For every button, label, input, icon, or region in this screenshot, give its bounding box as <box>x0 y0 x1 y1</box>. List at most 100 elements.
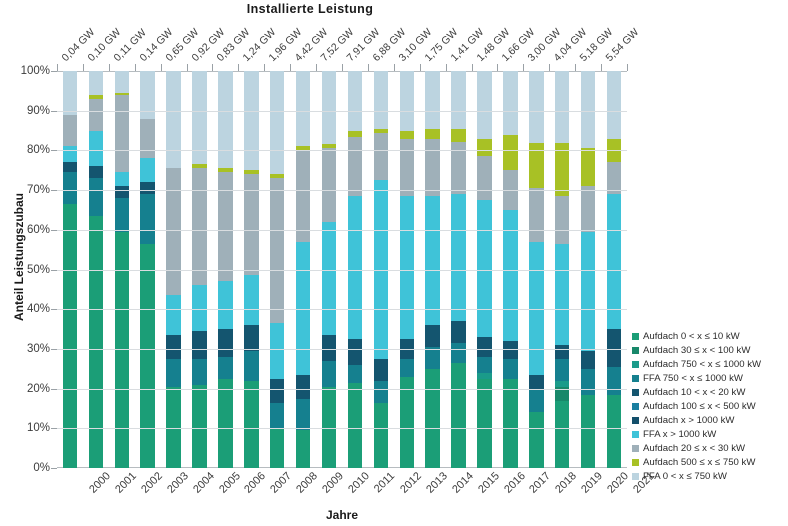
top-axis-tick <box>342 64 343 71</box>
bar-column[interactable] <box>425 71 440 468</box>
bar-segment <box>140 71 155 119</box>
top-axis-tick <box>316 64 318 71</box>
bar-segment <box>451 362 466 468</box>
bar-column[interactable] <box>606 71 622 468</box>
legend-item[interactable]: Aufdach 10 < x < 20 kW <box>632 386 784 399</box>
y-axis-tick-labels: 0% 10% 20% 30% 40% 50% 60% 70% 80% 90% 100% <box>0 65 50 474</box>
bar-column[interactable] <box>192 71 207 468</box>
bar-segment <box>580 186 596 232</box>
x-axis-tick-label: 2017 <box>527 470 554 496</box>
legend-item-label: FFA 0 < x ≤ 750 kW <box>643 471 727 482</box>
bar-segment <box>580 148 596 187</box>
bar-segment <box>606 194 622 330</box>
legend-swatch-icon <box>632 361 639 368</box>
chart-title: Installierte Leistung <box>246 2 374 16</box>
legend-item[interactable]: Aufdach x > 1000 kW <box>632 414 784 427</box>
legend-item[interactable]: FFA 0 < x ≤ 750 kW <box>632 470 784 483</box>
bar-segment <box>62 172 78 204</box>
bar-segment <box>373 128 389 133</box>
top-axis-tick <box>497 64 499 71</box>
bar-column[interactable] <box>529 71 544 468</box>
top-axis-tick <box>186 64 188 71</box>
bar-segment <box>451 142 466 195</box>
x-axis-tick-label: 2008 <box>294 470 321 496</box>
top-axis-tick <box>627 64 628 71</box>
bar-segment <box>529 188 544 242</box>
bar-segment <box>347 382 363 468</box>
bar-segment <box>606 366 622 395</box>
bar-column[interactable] <box>140 71 155 468</box>
bar-segment <box>347 196 363 339</box>
bar-column[interactable] <box>321 71 337 468</box>
x-axis-title: Jahre <box>325 508 359 522</box>
bar-segment <box>192 384 207 468</box>
bar-segment <box>554 142 570 197</box>
bar-segment <box>425 128 440 139</box>
bar-column[interactable] <box>244 71 259 468</box>
plot-area <box>51 71 627 469</box>
bar-segment <box>425 368 440 468</box>
bar-segment <box>218 168 233 173</box>
bar-column[interactable] <box>166 71 181 468</box>
bar-segment <box>321 386 337 468</box>
bar-segment <box>580 394 596 468</box>
top-axis-tick <box>134 64 136 71</box>
legend-item[interactable]: Aufdach 0 < x ≤ 10 kW <box>632 330 784 343</box>
legend-item-label: Aufdach 100 ≤ x < 500 kW <box>643 401 756 412</box>
y-axis-tick-label: 20% <box>26 382 50 395</box>
legend-item[interactable]: FFA x > 1000 kW <box>632 428 784 441</box>
bar-segment <box>451 194 466 322</box>
bar-column[interactable] <box>503 71 518 468</box>
legend-item[interactable]: Aufdach 100 ≤ x < 500 kW <box>632 400 784 413</box>
legend-swatch-icon <box>632 459 639 466</box>
bar-column[interactable] <box>295 71 311 468</box>
x-axis-tick-label: 2011 <box>371 470 398 496</box>
bar-column[interactable] <box>88 71 104 468</box>
bar-segment <box>503 378 518 468</box>
bar-segment <box>580 231 596 351</box>
bar-segment <box>114 198 130 232</box>
bar-segment <box>295 150 311 242</box>
bar-column[interactable] <box>477 71 492 468</box>
top-axis-tick <box>549 64 551 71</box>
bar-column[interactable] <box>399 71 415 468</box>
legend-item[interactable]: Aufdach 750 < x ≤ 1000 kW <box>632 358 784 371</box>
legend-item[interactable]: FFA 750 < x ≤ 1000 kW <box>632 372 784 385</box>
legend-swatch-icon <box>632 403 639 410</box>
top-axis-tick <box>57 64 58 71</box>
bar-segment <box>62 114 78 147</box>
top-axis-tick <box>601 64 603 71</box>
y-axis-tick <box>51 71 57 72</box>
legend-item[interactable]: Aufdach 30 ≤ x < 100 kW <box>632 344 784 357</box>
bar-segment <box>166 358 181 387</box>
x-axis-tick-label: 2002 <box>138 470 165 496</box>
bar-column[interactable] <box>114 71 130 468</box>
bar-column[interactable] <box>347 71 363 468</box>
bar-column[interactable] <box>269 71 285 468</box>
legend-item[interactable]: Aufdach 500 ≤ x ≤ 750 kW <box>632 456 784 469</box>
bar-segment <box>347 339 363 365</box>
legend-item[interactable]: Aufdach 20 ≤ x < 30 kW <box>632 442 784 455</box>
bar-segment <box>554 358 570 381</box>
bar-segment <box>88 178 104 216</box>
bar-column[interactable] <box>580 71 596 468</box>
y-axis-tick <box>51 229 57 231</box>
plot-top-border <box>57 71 627 72</box>
bar-segment <box>218 329 233 357</box>
legend-item-label: Aufdach 750 < x ≤ 1000 kW <box>643 359 762 370</box>
bar-column[interactable] <box>554 71 570 468</box>
bar-segment <box>477 71 492 139</box>
bar-segment <box>347 130 363 137</box>
gridline <box>57 309 627 311</box>
top-axis-tick <box>108 64 110 71</box>
bar-segment <box>373 132 389 181</box>
y-axis-tick-label: 50% <box>26 263 50 276</box>
y-axis-tick <box>51 110 57 112</box>
bar-column[interactable] <box>218 71 233 468</box>
bar-segment <box>295 374 311 399</box>
legend-item-label: Aufdach 10 < x < 20 kW <box>643 387 746 398</box>
top-axis-tick <box>82 64 84 71</box>
bar-segment <box>477 378 492 468</box>
top-axis-tick <box>575 64 577 71</box>
